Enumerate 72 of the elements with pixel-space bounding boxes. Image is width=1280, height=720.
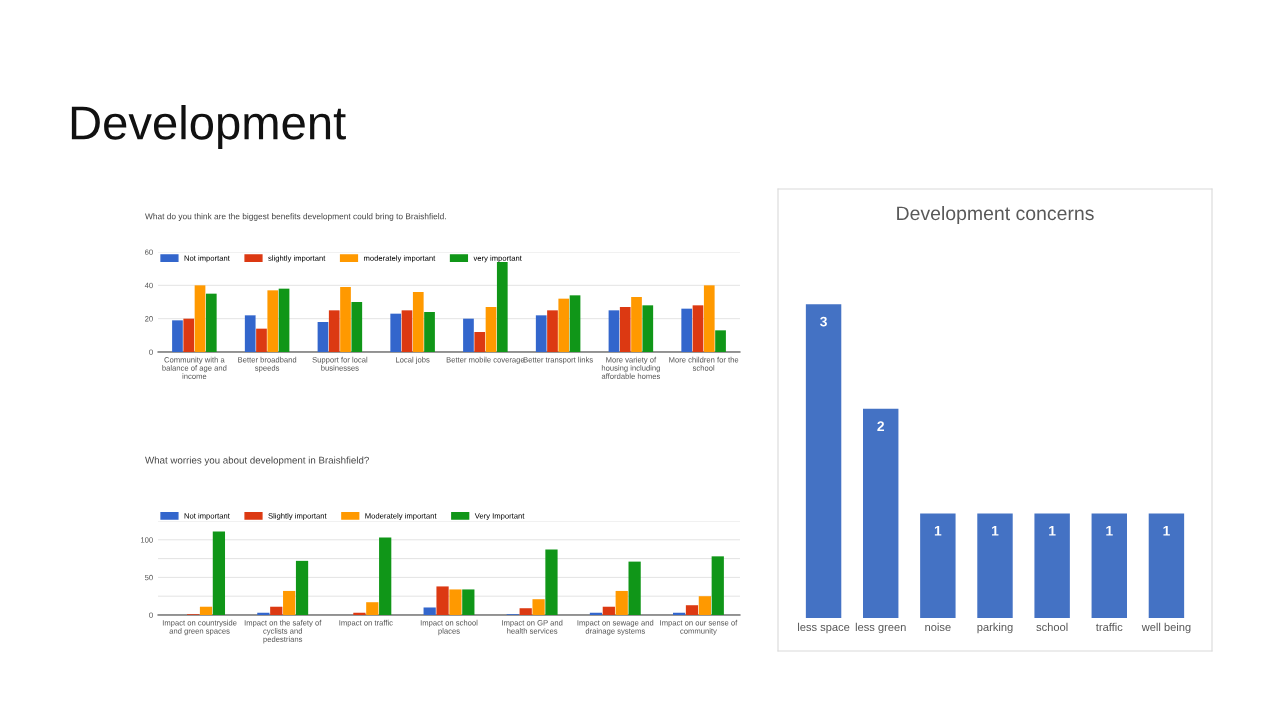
bar	[295, 560, 309, 615]
data-label: 1	[1163, 525, 1170, 536]
x-tick-label: noise	[925, 622, 951, 632]
chart-title: What do you think are the biggest benefits development could bring to Braishfield.	[145, 213, 446, 221]
bar	[205, 293, 217, 352]
bar	[423, 607, 436, 615]
bar	[390, 313, 402, 352]
bar	[212, 531, 226, 615]
bar	[462, 589, 475, 615]
data-label: 1	[1049, 525, 1056, 536]
bar	[401, 310, 413, 352]
bar	[379, 537, 392, 615]
bar	[619, 307, 631, 352]
bar	[681, 308, 693, 352]
bar	[642, 305, 654, 352]
bar	[698, 596, 711, 615]
bar	[351, 302, 363, 352]
bar	[436, 586, 449, 615]
x-tick-label: well being	[1141, 622, 1191, 634]
bar	[703, 285, 715, 352]
data-label: 2	[877, 421, 885, 431]
bar	[194, 285, 206, 352]
data-label: 3	[820, 316, 827, 327]
bar	[449, 589, 462, 615]
bar	[463, 318, 474, 352]
bar	[244, 315, 256, 352]
bar	[278, 288, 290, 352]
text: Development	[71, 104, 346, 150]
bar	[340, 287, 351, 352]
bar	[270, 606, 283, 615]
bar	[602, 606, 615, 615]
bar	[692, 305, 704, 352]
x-tick-label: less space	[798, 622, 850, 634]
bar	[257, 612, 270, 615]
bar	[545, 549, 558, 615]
bar	[519, 608, 532, 615]
x-tick-label: traffic	[1095, 622, 1123, 632]
x-tick-label: less green	[855, 622, 906, 634]
bar	[608, 310, 620, 352]
data-label: 1	[1106, 525, 1113, 536]
bar	[535, 315, 547, 352]
bar	[631, 297, 642, 352]
bar	[256, 328, 267, 352]
chart-title: Development concerns	[897, 205, 1094, 225]
bar	[424, 312, 435, 352]
bar	[328, 310, 340, 352]
bar	[558, 298, 570, 352]
bar	[366, 602, 379, 615]
bar	[172, 320, 183, 352]
bar	[711, 556, 724, 615]
x-tick-label: parking	[977, 622, 1013, 634]
bar	[353, 612, 366, 615]
bar	[412, 292, 424, 352]
bar	[317, 322, 329, 352]
bar	[267, 290, 279, 352]
bar	[628, 561, 641, 615]
data-label: 1	[934, 525, 942, 536]
x-tick-label: school	[1036, 622, 1068, 632]
bar	[485, 307, 497, 352]
bar	[199, 606, 213, 615]
bar	[615, 590, 628, 615]
chart-title: What worries you about development in Braishfield?	[145, 456, 369, 466]
bar	[685, 605, 699, 615]
bar	[532, 599, 545, 615]
bar	[474, 332, 486, 352]
bar	[569, 295, 581, 352]
bar	[183, 318, 195, 352]
bar	[547, 310, 558, 352]
bar	[283, 590, 296, 615]
bar	[496, 262, 508, 352]
bar	[715, 330, 726, 352]
data-label: 1	[992, 525, 999, 536]
